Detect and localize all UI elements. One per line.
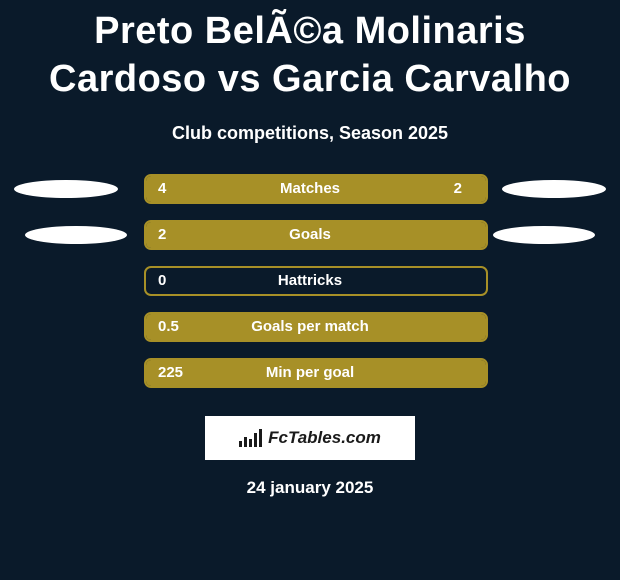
stat-row: 2Goals: [6, 220, 614, 250]
stat-bar: [144, 174, 488, 204]
stat-fill-left: [146, 314, 486, 340]
comparison-subtitle: Club competitions, Season 2025: [0, 123, 620, 144]
watermark-text: FcTables.com: [268, 428, 381, 448]
watermark: FcTables.com: [205, 416, 415, 460]
stats-container: 42Matches2Goals0Hattricks0.5Goals per ma…: [0, 174, 620, 388]
stat-row: 225Min per goal: [6, 358, 614, 388]
snapshot-date: 24 january 2025: [0, 478, 620, 498]
player-badge-right: [493, 226, 595, 244]
stat-bar: [144, 220, 488, 250]
stat-bar: [144, 312, 488, 342]
comparison-title: Preto BelÃ©a Molinaris Cardoso vs Garcia…: [0, 0, 620, 109]
player-badge-right: [502, 180, 606, 198]
stat-row: 42Matches: [6, 174, 614, 204]
stat-value-left: 0: [158, 266, 166, 296]
stat-row: 0.5Goals per match: [6, 312, 614, 342]
stat-value-right: 2: [454, 174, 462, 204]
stat-value-left: 2: [158, 220, 166, 250]
stat-bar: [144, 266, 488, 296]
stat-value-left: 0.5: [158, 312, 179, 342]
player-badge-left: [25, 226, 127, 244]
stat-bar: [144, 358, 488, 388]
player-badge-left: [14, 180, 118, 198]
stat-value-left: 4: [158, 174, 166, 204]
stat-row: 0Hattricks: [6, 266, 614, 296]
stat-value-left: 225: [158, 358, 183, 388]
stat-fill-right: [364, 176, 486, 202]
stat-fill-left: [146, 360, 486, 386]
stat-fill-left: [146, 176, 364, 202]
stat-fill-left: [146, 222, 486, 248]
bar-chart-icon: [239, 429, 262, 447]
